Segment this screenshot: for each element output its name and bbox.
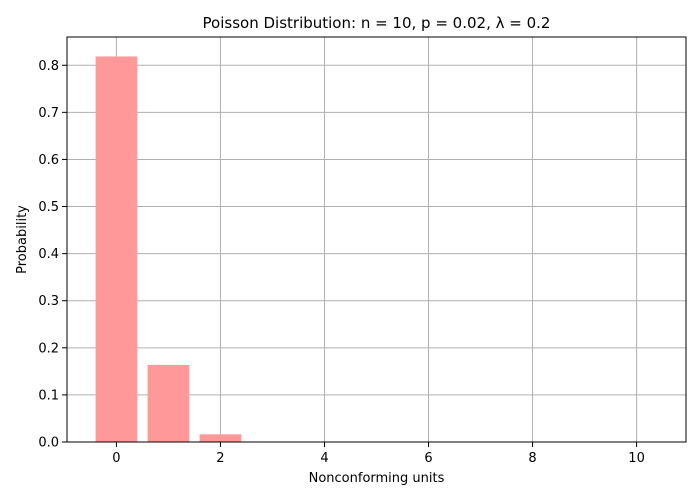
bar xyxy=(199,434,242,442)
bar xyxy=(147,364,190,442)
y-tick-label: 0.2 xyxy=(38,341,59,356)
y-axis-label: Probability xyxy=(15,205,30,274)
chart-title: Poisson Distribution: n = 10, p = 0.02, … xyxy=(203,14,551,32)
y-tick-label: 0.4 xyxy=(38,247,59,262)
plot-frame xyxy=(66,36,687,443)
x-tick-label: 4 xyxy=(320,451,328,466)
x-axis-label: Nonconforming units xyxy=(309,471,445,486)
y-tick-label: 0.0 xyxy=(38,436,59,451)
x-tick-label: 0 xyxy=(112,451,120,466)
y-tick-label: 0.5 xyxy=(38,200,59,215)
y-tick-label: 0.3 xyxy=(38,294,59,309)
y-tick-label: 0.7 xyxy=(38,106,59,121)
bar xyxy=(95,56,138,443)
y-tick-label: 0.6 xyxy=(38,153,59,168)
x-tick-label: 10 xyxy=(628,451,645,466)
x-tick-label: 8 xyxy=(528,451,536,466)
y-tick-label: 0.8 xyxy=(38,59,59,74)
x-tick-label: 2 xyxy=(216,451,224,466)
ticks-layer: 0 2 4 6 8 10 0.0 0.1 0.2 0.3 0.4 0.5 0.6 0.7 0.8 xyxy=(38,59,645,466)
y-tick-label: 0.1 xyxy=(38,388,59,403)
x-tick-label: 6 xyxy=(424,451,432,466)
bars-layer xyxy=(95,56,346,443)
